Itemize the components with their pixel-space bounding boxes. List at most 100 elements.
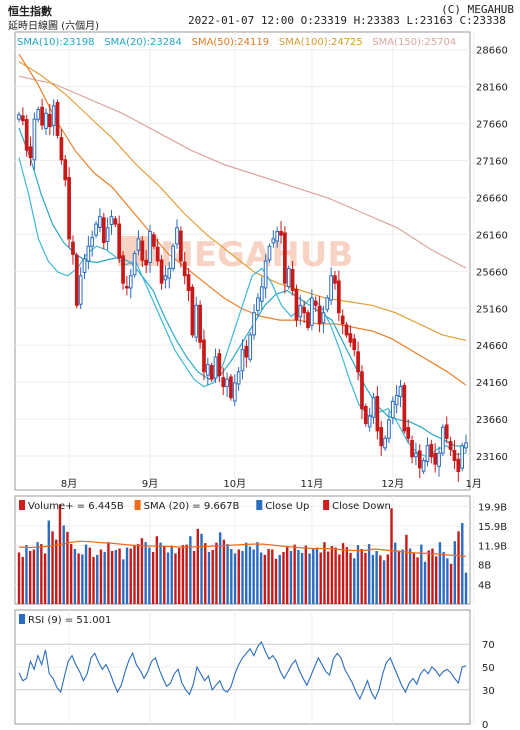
candle-body	[132, 253, 137, 276]
candle-body	[213, 356, 218, 379]
month-tick-label: 12月	[381, 478, 404, 490]
volume-bar	[367, 544, 371, 604]
volume-bar	[315, 547, 319, 604]
volume-bar	[118, 548, 121, 604]
volume-bar	[256, 542, 259, 604]
volume-bar	[304, 545, 308, 604]
candle-body	[259, 286, 264, 302]
candle-body	[290, 268, 295, 292]
month-tick-label: 8月	[61, 478, 77, 490]
price-tick-label: 23660	[476, 415, 508, 426]
candle-body	[452, 449, 457, 461]
volume-bar	[274, 558, 278, 604]
candle	[236, 367, 241, 391]
candle-body	[225, 378, 229, 388]
volume-bar	[379, 555, 382, 604]
candle	[155, 238, 160, 266]
candle	[178, 226, 183, 268]
price-tick-label: 27660	[476, 120, 508, 131]
candle	[310, 289, 314, 331]
candle	[101, 212, 106, 250]
candle-body	[283, 232, 287, 284]
candle	[163, 265, 168, 289]
rsi-tick-label: 70	[482, 640, 495, 651]
candle-body	[105, 227, 110, 242]
candle-body	[444, 424, 449, 439]
volume-tick-label: 4B	[478, 580, 491, 591]
candle-body	[275, 230, 280, 242]
volume-bar	[144, 542, 147, 604]
price-tick-label: 24660	[476, 341, 508, 352]
volume-bar	[204, 543, 207, 604]
volume-bar	[353, 558, 356, 604]
candle	[275, 226, 280, 248]
candle-body	[125, 285, 129, 289]
sma-legend-label: SMA(20):23284	[104, 37, 182, 48]
volume-bar	[196, 528, 199, 604]
candle-body	[182, 261, 187, 277]
volume-bar	[43, 553, 47, 604]
candle-body	[17, 114, 21, 120]
candle	[67, 167, 71, 248]
candle	[117, 215, 122, 263]
volume-bar	[259, 552, 263, 604]
candle-body	[256, 297, 260, 311]
candle-body	[140, 240, 145, 261]
candle	[71, 235, 75, 265]
month-tick-label: 11月	[300, 478, 323, 490]
volume-bar	[345, 547, 348, 604]
candle	[205, 357, 210, 386]
candle-body	[171, 245, 175, 269]
volume-bar	[69, 544, 73, 604]
candle-body	[433, 452, 438, 465]
price-tick-label: 28160	[476, 83, 508, 94]
candle-body	[333, 275, 337, 284]
volume-bar	[390, 508, 393, 604]
volume-bar	[81, 554, 84, 604]
volume-tick-label: 11.9B	[478, 542, 507, 553]
volume-legend-swatch	[19, 500, 25, 510]
volume-tick-label: 15.9B	[478, 522, 507, 533]
volume-bar	[397, 550, 401, 604]
candle	[375, 386, 380, 440]
candle-body	[144, 259, 149, 266]
volume-bar	[237, 549, 240, 604]
candle-body	[98, 216, 102, 228]
candle-body	[194, 304, 199, 338]
candle-body	[86, 245, 91, 262]
volume-bar	[233, 553, 237, 604]
volume-bar	[88, 547, 91, 604]
candle-body	[441, 426, 445, 454]
volume-legend-swatch	[323, 500, 330, 510]
candle-body	[232, 382, 237, 402]
volume-bar	[319, 552, 322, 604]
candle	[460, 442, 464, 472]
candle-body	[21, 115, 25, 122]
candle-body	[67, 177, 71, 240]
candle	[171, 243, 175, 272]
candle-body	[47, 113, 52, 128]
candle	[28, 136, 33, 167]
candle-body	[229, 376, 233, 399]
candle-body	[78, 275, 83, 305]
volume-bar	[189, 536, 192, 604]
month-tick-label: 10月	[223, 478, 246, 490]
volume-legend-label: Volume+ = 6.445B	[28, 501, 124, 512]
volume-bar	[122, 559, 125, 604]
candle	[387, 411, 391, 444]
volume-bar	[386, 554, 389, 604]
candle-body	[402, 384, 407, 432]
candle	[325, 294, 330, 313]
candle-body	[437, 452, 441, 467]
candle-body	[136, 238, 141, 251]
candle	[40, 98, 44, 130]
volume-bar	[21, 556, 24, 604]
candle	[313, 296, 318, 312]
volume-tick-label: 19.9B	[478, 502, 507, 513]
volume-bar	[36, 542, 39, 604]
candle	[317, 296, 322, 333]
candle	[290, 261, 295, 296]
candle	[74, 252, 79, 309]
candle-body	[217, 353, 222, 377]
